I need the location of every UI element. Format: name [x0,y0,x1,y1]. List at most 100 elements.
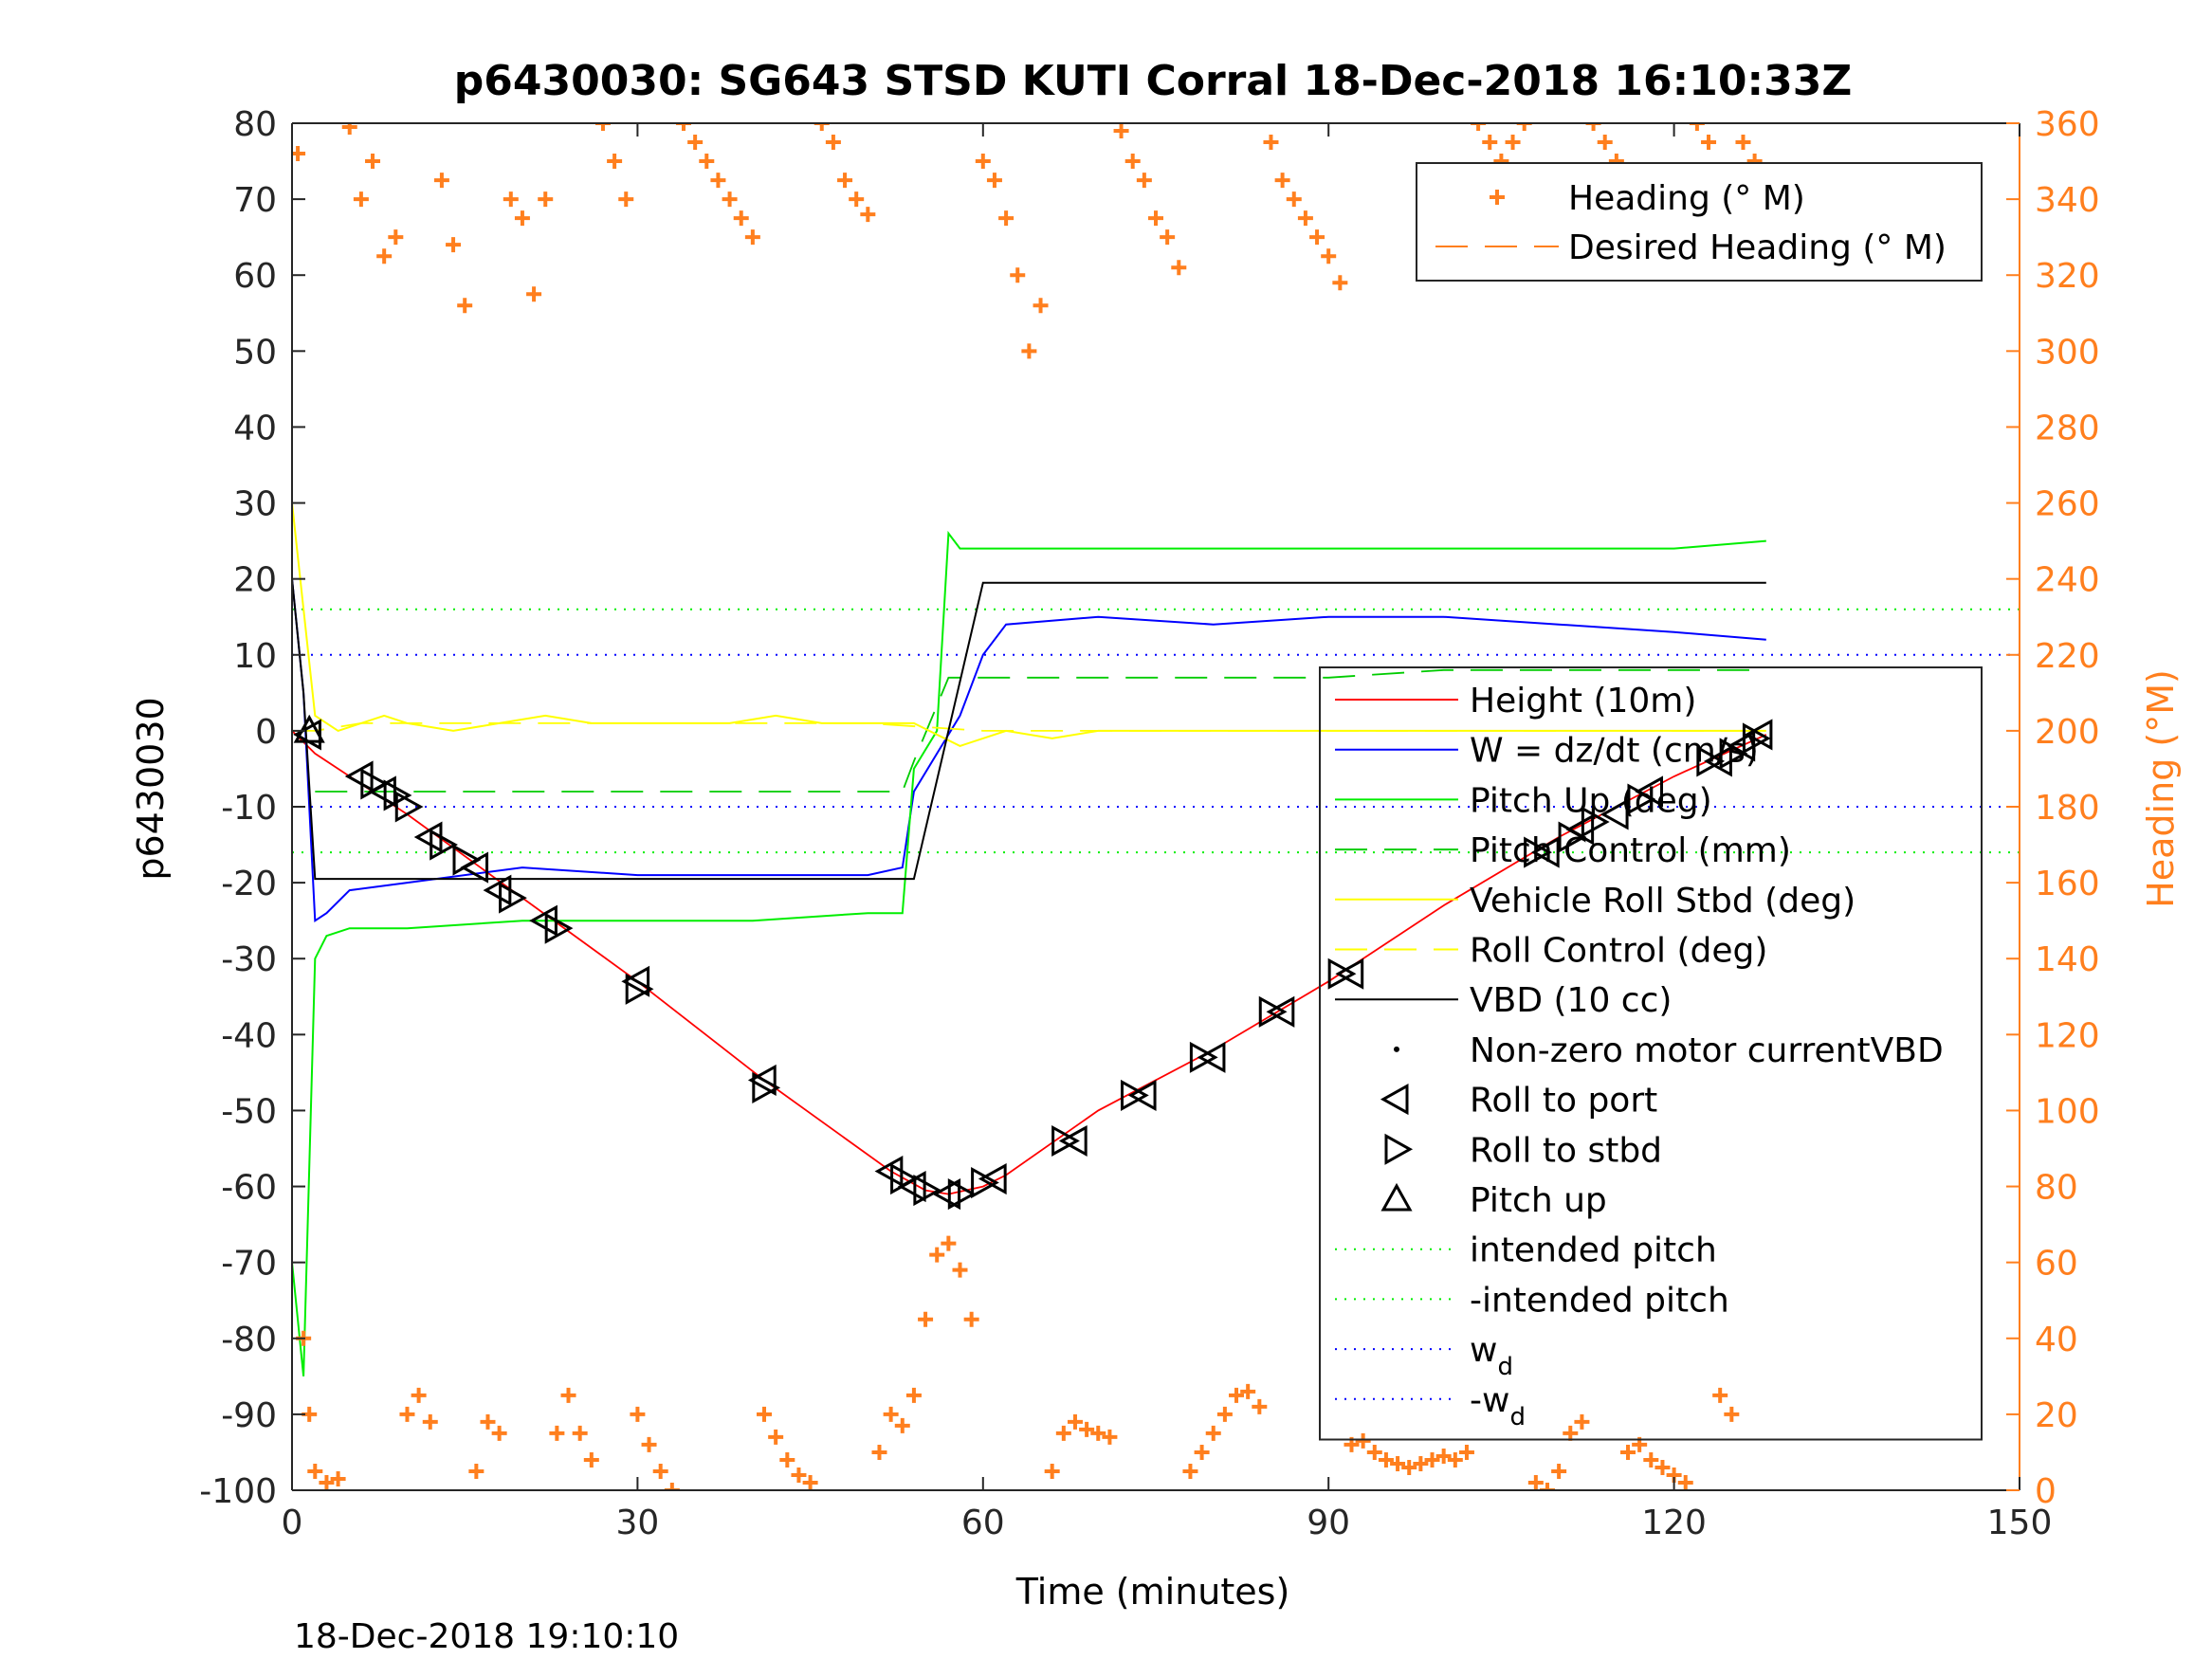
series-7-marker-20 [1600,798,1629,830]
series-10-marker-61 [975,154,991,170]
series-10-marker-5 [330,1470,346,1486]
legend-main-sample-7 [1394,1046,1399,1052]
series-10-marker-73 [1113,123,1129,139]
footer-timestamp: 18-Dec-2018 19:10:10 [294,1617,679,1656]
y-right-tick-label: 300 [2035,333,2100,372]
y-left-tick-label: -10 [221,789,277,828]
series-10-marker-36 [687,135,704,151]
series-8-marker-0 [360,768,390,800]
series-10-marker-62 [986,173,1002,189]
y-right-tick-label: 20 [2035,1396,2078,1435]
series-10-marker-103 [1458,1444,1474,1460]
y-left-tick-label: 10 [233,637,277,676]
legend-main-label: Roll Control (deg) [1470,932,1767,971]
legend-main-label: Vehicle Roll Stbd (deg) [1470,882,1856,921]
legend-main-label-text: Roll Control (deg) [1470,932,1767,971]
y-right-tick-label: 80 [2035,1169,2078,1208]
y-right-tick-label: 60 [2035,1245,2078,1284]
series-8-marker-19 [1558,821,1587,853]
series-10-marker-50 [849,191,865,208]
series-8-marker-14 [1121,1079,1149,1111]
legend-main-sample-9 [1384,1133,1414,1165]
series-10-marker-28 [594,123,611,131]
legend-main-label-text: Roll to stbd [1470,1131,1662,1170]
legend-main-label-text: Non-zero motor currentVBD [1470,1031,1944,1070]
legend-main-label: -wd [1470,1381,1526,1431]
series-10-marker-114 [1585,123,1601,131]
chart-title: p6430030: SG643 STSD KUTI Corral 18-Dec-… [454,57,1852,105]
y-right-tick-label: 340 [2035,181,2100,220]
series-line-3 [315,668,1766,793]
legend-main-label: Height (10m) [1470,682,1696,720]
legend-heading-label: Heading (° M) [1568,179,1805,218]
series-10-marker-45 [791,1467,807,1483]
series-10-marker-96 [1378,1451,1394,1468]
series-7-marker-8 [747,1064,777,1096]
series-10-marker-49 [837,173,853,189]
y-right-tick-label: 0 [2035,1472,2057,1511]
legend-main-label-text: Vehicle Roll Stbd (deg) [1470,882,1856,921]
series-10-marker-86 [1263,135,1279,151]
series-10-marker-112 [1563,1425,1579,1441]
legend-main-label-text: W = dz/dt (cm/s) [1470,732,1759,771]
series-10-marker-80 [1194,1444,1210,1460]
series-10-marker-107 [1505,135,1521,151]
legend-main-label-text: VBD (10 cc) [1470,981,1672,1020]
legend-main-label-text: intended pitch [1470,1231,1717,1270]
series-10-marker-40 [733,210,749,227]
legend-main-label: intended pitch [1470,1231,1717,1270]
y-right-tick-label: 180 [2035,789,2100,828]
series-10-marker-71 [1090,1425,1106,1441]
series-8-marker-6 [544,912,574,944]
series-10-marker-101 [1435,1448,1452,1464]
series-10-marker-100 [1424,1451,1440,1468]
series-10-marker-74 [1124,154,1141,170]
y-left-tick-label: 80 [233,105,277,144]
series-10-marker-94 [1355,1432,1371,1449]
series-10-marker-37 [699,154,715,170]
series-8-marker-3 [430,829,458,861]
series-8-marker-11 [947,1178,977,1211]
series-10-marker-85 [1252,1398,1268,1414]
y-right-tick-label: 160 [2035,865,2100,903]
y-left-tick-label: -70 [221,1245,277,1284]
series-10-marker-68 [1055,1425,1071,1441]
series-10-marker-76 [1148,210,1163,227]
series-10-marker-125 [1712,1387,1728,1403]
series-10-marker-119 [1643,1451,1659,1468]
series-8-marker-23 [1719,738,1748,770]
y-left-tick-label: -50 [221,1092,277,1131]
series-10-marker-27 [583,1451,599,1468]
series-10-marker-59 [952,1262,968,1278]
legends: Heading (° M) Desired Heading (° M) Height… [1319,162,1983,1441]
x-tick-label: 90 [1307,1504,1350,1542]
series-10-marker-70 [1079,1421,1095,1437]
legend-main-label: Roll to stbd [1470,1131,1662,1170]
y-left-tick-label: -20 [221,865,277,903]
x-tick-label: 120 [1641,1504,1707,1542]
series-8-marker-20 [1581,806,1610,838]
legend-main-label-text: w [1470,1331,1497,1370]
series-10-marker-90 [1309,229,1325,246]
series-8-marker-17 [1327,957,1357,990]
legend-main-label-subscript: d [1509,1403,1526,1431]
series-10-marker-15 [446,237,462,253]
series-10-marker-19 [491,1425,507,1441]
series-8-marker-13 [1051,1124,1080,1158]
series-10-marker-10 [388,229,404,246]
legend-main-label: wd [1470,1331,1513,1381]
y-right-tick-label: 200 [2035,713,2100,752]
series-10-marker-12 [411,1387,427,1403]
axes: 0 30 60 90 120 150-100-90-80-70-60-50-40-30-2… [199,105,2099,1542]
series-line-4 [292,502,1766,747]
series-10-marker-13 [422,1413,438,1430]
series-10-marker-51 [860,207,876,223]
y-left-tick-label: 40 [233,409,277,447]
series-7-marker-11 [932,1178,961,1211]
legend-main-label-text: Roll to port [1470,1082,1657,1121]
series-9-marker-0 [293,714,325,743]
legend-main-label-text: Pitch Control (mm) [1470,831,1791,870]
series-10-marker-82 [1216,1406,1233,1422]
legend-main-label: Pitch up [1470,1181,1607,1220]
series-10-marker-127 [1735,135,1751,151]
